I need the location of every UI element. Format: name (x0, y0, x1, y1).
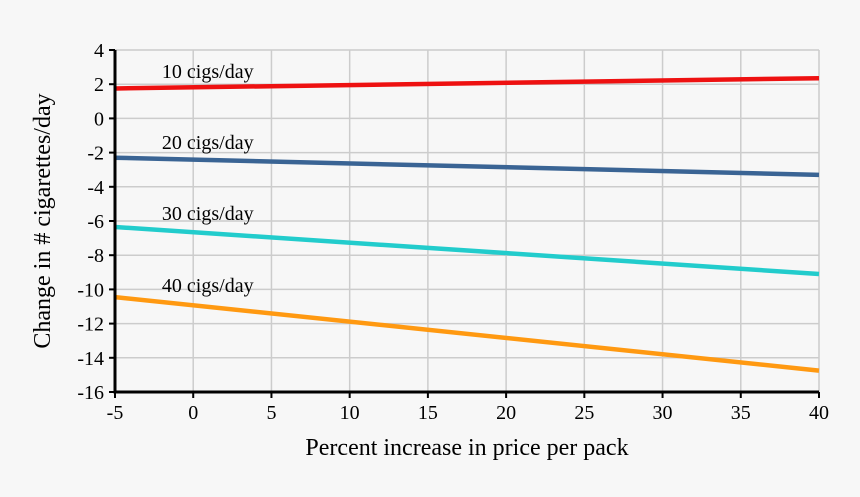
x-tick-label: 40 (809, 402, 829, 424)
series-line-30-cigs-day (114, 224, 820, 277)
y-tick-label: 4 (94, 40, 104, 62)
x-tick-label: 15 (418, 402, 438, 424)
y-tick-label: -10 (77, 279, 104, 301)
series-label: 30 cigs/day (162, 203, 254, 225)
series-line-20-cigs-day (114, 155, 820, 178)
y-tick-label: 0 (94, 108, 104, 130)
series-label: 20 cigs/day (162, 132, 254, 154)
tick-labels: -5 0 5 10 15 20 25 30 35 40420-2-4-6-8-10-12-14-1… (77, 40, 829, 424)
y-tick-label: -8 (87, 245, 104, 267)
x-tick-label: 10 (340, 402, 360, 424)
x-tick-label: 35 (731, 402, 751, 424)
x-tick-label: 25 (574, 402, 594, 424)
y-tick-label: -12 (77, 314, 104, 336)
y-tick-label: -6 (87, 211, 104, 233)
series-labels: 10 cigs/day 20 cigs/day 30 cigs/day 40 cigs… (162, 61, 254, 297)
series-label: 40 cigs/day (162, 275, 254, 297)
x-tick-label: 0 (188, 402, 198, 424)
x-tick-label: 30 (653, 402, 673, 424)
y-tick-label: -16 (77, 382, 104, 404)
x-tick-label: 5 (266, 402, 276, 424)
series-line-40-cigs-day (114, 294, 820, 373)
y-tick-label: 2 (94, 74, 104, 96)
axes (109, 49, 820, 398)
y-tick-label: -2 (87, 143, 104, 165)
x-axis-title: Percent increase in price per pack (305, 435, 628, 461)
x-tick-label: -5 (107, 402, 124, 424)
series-line-10-cigs-day (114, 75, 820, 91)
y-tick-label: -14 (77, 348, 104, 370)
series-lines (114, 75, 820, 373)
series-label: 10 cigs/day (162, 61, 254, 83)
y-axis-title: Change in # cigarettes/day (30, 93, 56, 348)
x-tick-label: 20 (496, 402, 516, 424)
y-tick-label: -4 (87, 177, 104, 199)
